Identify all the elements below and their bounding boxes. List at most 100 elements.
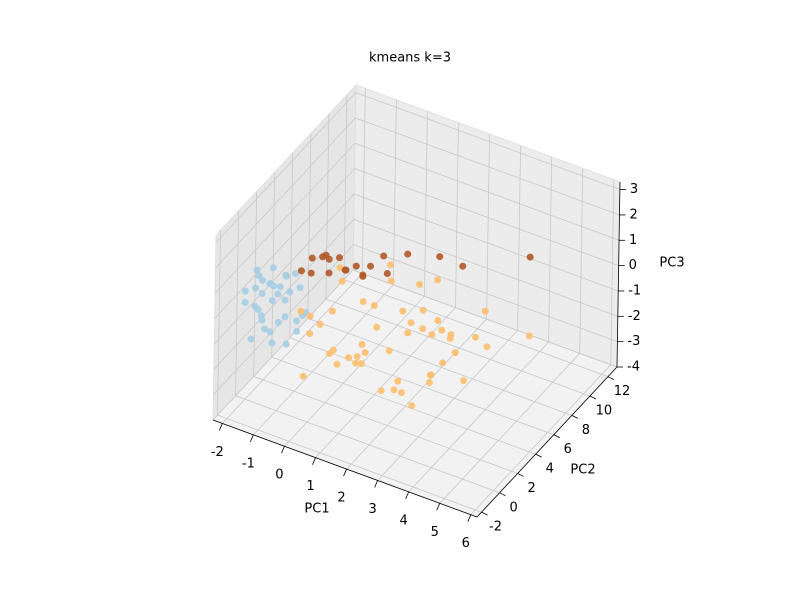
tick-mark: [312, 457, 316, 465]
grid-line: [353, 244, 618, 343]
point: [438, 326, 446, 334]
point: [306, 330, 314, 338]
y-tick-label: 6: [564, 442, 572, 457]
point: [269, 264, 277, 272]
grid-line: [424, 111, 428, 297]
z-tick-label: -4: [627, 360, 640, 375]
point: [459, 262, 467, 270]
grid-line: [215, 117, 356, 269]
y-tick-label: 4: [546, 462, 554, 477]
grid-line: [213, 193, 355, 345]
point: [359, 272, 367, 280]
point: [370, 302, 378, 310]
grid-line: [486, 134, 490, 320]
point: [352, 359, 360, 367]
x-tick-label: 1: [306, 479, 314, 494]
point: [253, 266, 261, 274]
x-tick-label: 4: [400, 513, 408, 528]
grid-line: [214, 143, 356, 294]
point: [359, 297, 367, 305]
point: [296, 284, 304, 292]
grid-line: [253, 191, 258, 377]
point: [316, 320, 324, 328]
point: [425, 379, 433, 387]
x-tick-label: 0: [275, 468, 283, 483]
grid-line: [214, 168, 355, 319]
point: [526, 253, 534, 261]
grid-line: [610, 179, 615, 365]
grid-line: [455, 122, 459, 308]
tick-mark: [589, 395, 597, 400]
tick-mark: [436, 503, 441, 511]
point: [439, 359, 447, 367]
point: [416, 280, 424, 288]
point: [306, 312, 314, 320]
z-axis-line: [616, 181, 621, 368]
point: [268, 297, 276, 305]
point: [297, 267, 305, 275]
point: [281, 296, 289, 304]
grid-line: [235, 395, 500, 494]
point: [451, 349, 459, 357]
grid-line: [307, 133, 312, 319]
point: [259, 276, 267, 284]
point: [525, 332, 533, 340]
grid-line: [346, 318, 487, 470]
tick-mark: [517, 473, 524, 477]
grid-line: [307, 318, 572, 416]
point: [428, 331, 436, 339]
tick-mark: [607, 376, 615, 381]
point: [460, 377, 468, 385]
grid-line: [355, 117, 620, 216]
z-tick-label: -3: [627, 334, 640, 349]
point: [390, 386, 398, 394]
point: [247, 335, 255, 343]
point: [353, 353, 361, 361]
grid-line: [217, 414, 482, 513]
z-tick-label: 1: [629, 233, 637, 248]
grid-line: [215, 92, 357, 243]
point: [282, 340, 290, 348]
grid-line: [377, 330, 518, 481]
point: [483, 343, 491, 351]
grid-line: [253, 376, 518, 474]
tick-mark: [467, 514, 472, 522]
x-axis-label: PC1: [304, 502, 329, 517]
point: [274, 290, 282, 298]
grid-line: [217, 230, 221, 416]
point: [286, 288, 294, 296]
grid-line: [361, 88, 366, 274]
point: [308, 254, 316, 262]
point: [338, 277, 346, 285]
grid-line: [343, 279, 609, 378]
point: [404, 250, 412, 258]
point: [319, 253, 327, 261]
point: [336, 254, 344, 262]
grid-line: [517, 145, 522, 331]
point: [377, 387, 385, 395]
point: [357, 360, 365, 368]
point: [358, 341, 366, 349]
y-tick-label: 8: [582, 423, 590, 438]
x-tick-label: 6: [462, 536, 470, 551]
point: [341, 266, 349, 274]
y-tick-label: 10: [596, 404, 613, 419]
point: [471, 333, 479, 341]
point: [481, 307, 489, 315]
grid-line: [548, 156, 553, 342]
point: [419, 306, 427, 314]
tick-mark: [481, 511, 488, 516]
point: [404, 329, 412, 337]
point: [380, 252, 388, 260]
point: [266, 328, 274, 336]
point: [367, 262, 375, 270]
grid-line: [392, 99, 397, 285]
point: [352, 262, 360, 270]
point: [268, 339, 276, 347]
grid-line: [325, 298, 591, 397]
grid-line: [289, 337, 554, 436]
point: [307, 269, 315, 277]
tick-mark: [405, 491, 410, 500]
grid-line: [470, 364, 612, 515]
point: [241, 298, 249, 306]
